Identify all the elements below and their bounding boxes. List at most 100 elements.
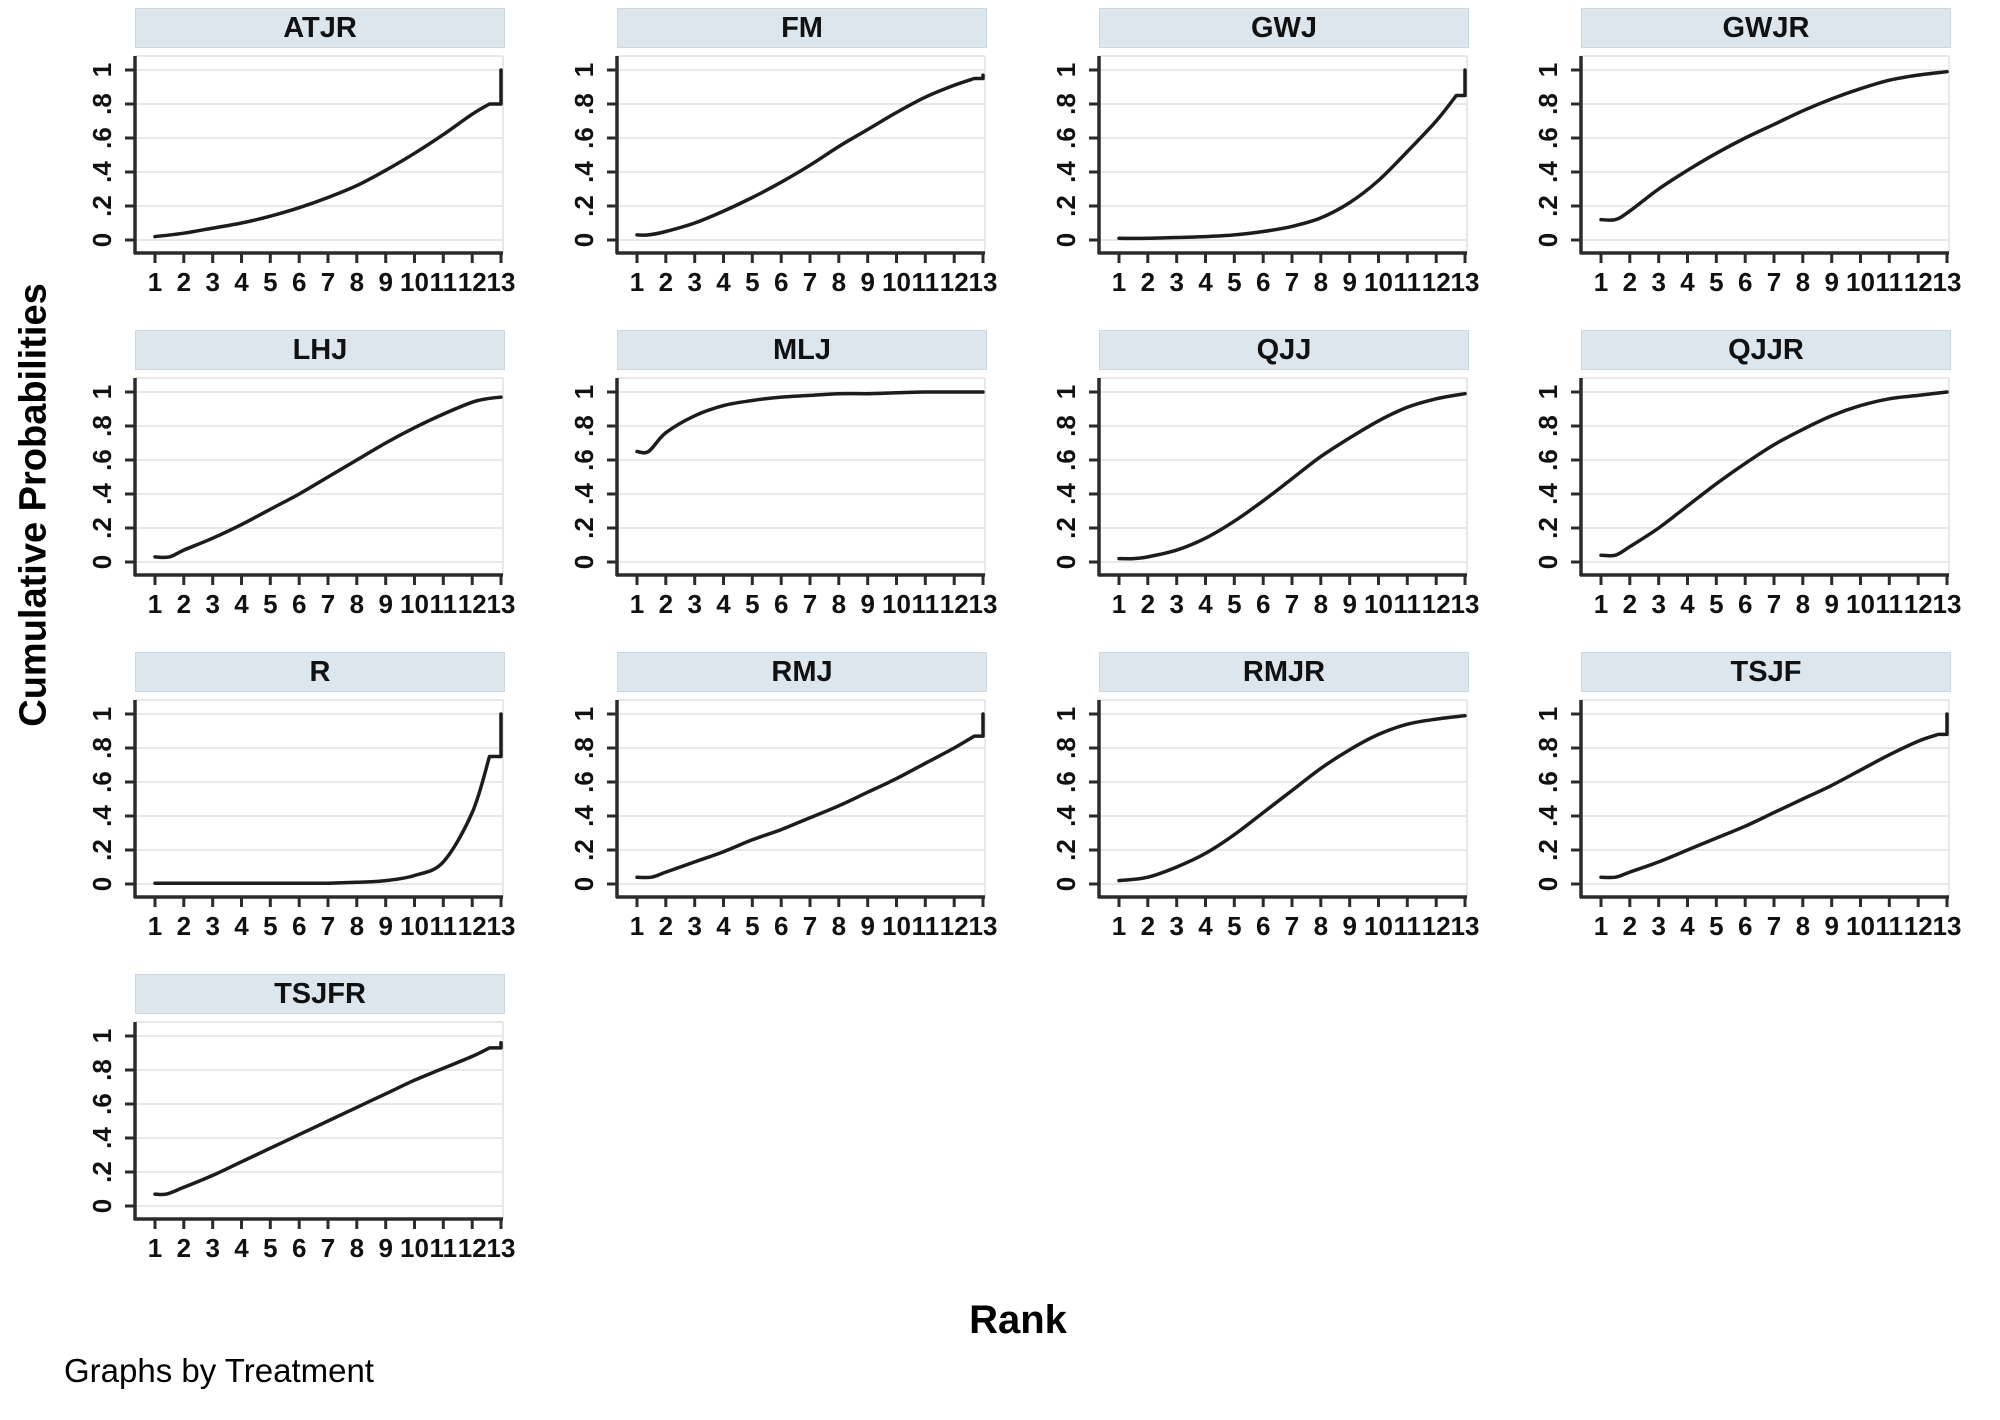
x-tick-label: 11 bbox=[430, 267, 458, 297]
x-tick-label: 1 bbox=[1594, 911, 1608, 941]
x-tick-label: 5 bbox=[263, 589, 277, 619]
probability-curve bbox=[1117, 713, 1467, 883]
x-tick-label: 9 bbox=[1342, 589, 1356, 619]
x-tick-label: 10 bbox=[400, 589, 429, 619]
panel-plot: 0.2.4.6.811 2 3 4 5 6 7 8 9 10 11 12 13 bbox=[1533, 699, 1961, 941]
x-tick-label: 5 bbox=[1227, 589, 1241, 619]
x-tick-label: 11 bbox=[1394, 589, 1422, 619]
x-tick-label: 6 bbox=[1738, 589, 1752, 619]
panel-title: TSJFR bbox=[135, 974, 505, 1014]
x-tick-label: 9 bbox=[1342, 267, 1356, 297]
x-tick-label: 4 bbox=[716, 267, 731, 297]
y-tick-label: .2 bbox=[87, 517, 117, 539]
y-tick-label: .4 bbox=[1051, 161, 1081, 183]
x-tick-label: 2 bbox=[177, 267, 191, 297]
probability-curve bbox=[153, 68, 503, 239]
chart-panel-LHJ: LHJ 0.2.4.6.8 1 1 2 3 4 5 6 7 8 9 10 11 12 13 bbox=[85, 330, 515, 622]
x-tick-label: 12 bbox=[458, 911, 487, 941]
panel-title: FM bbox=[617, 8, 987, 48]
y-tick-label: .6 bbox=[87, 449, 117, 471]
panel-title: QJJ bbox=[1099, 330, 1469, 370]
y-tick-label: .4 bbox=[569, 805, 599, 827]
x-tick-label: 4 bbox=[716, 589, 731, 619]
x-tick-label: 9 bbox=[860, 589, 874, 619]
x-tick-label: 1 bbox=[148, 1233, 162, 1263]
y-tick-label: 1 bbox=[87, 385, 117, 399]
y-tick-label: .2 bbox=[1533, 839, 1563, 861]
y-tick-label: .2 bbox=[1051, 839, 1081, 861]
x-tick-label: 9 bbox=[860, 267, 874, 297]
y-tick-label: .2 bbox=[87, 1161, 117, 1183]
panel-plot: 0.2.4.6.811 2 3 4 5 6 7 8 9 10 11 12 13 bbox=[1051, 377, 1479, 619]
y-tick-label: .2 bbox=[1051, 517, 1081, 539]
x-tick-label: 9 bbox=[1824, 267, 1838, 297]
y-tick-label: .2 bbox=[1533, 517, 1563, 539]
y-tick-label: 1 bbox=[569, 385, 599, 399]
panel-plot: 0.2.4.6.811 2 3 4 5 6 7 8 9 10 11 12 13 bbox=[1533, 55, 1961, 297]
y-tick-label: .6 bbox=[1533, 449, 1563, 471]
y-tick-label: .2 bbox=[1533, 195, 1563, 217]
x-tick-label: 12 bbox=[940, 911, 969, 941]
x-tick-label: 3 bbox=[687, 911, 701, 941]
y-tick-label: .8 bbox=[1533, 93, 1563, 115]
x-tick-label: 11 bbox=[1876, 911, 1904, 941]
chart-panel-R: R 0.2.4.6.8 1 1 2 3 4 5 6 7 8 9 10 11 12 13 bbox=[85, 652, 515, 944]
x-tick-label: 11 bbox=[430, 589, 458, 619]
x-tick-label: 12 bbox=[458, 267, 487, 297]
y-tick-label: .4 bbox=[1051, 483, 1081, 505]
y-tick-label: .6 bbox=[569, 449, 599, 471]
x-tick-label: 10 bbox=[882, 589, 911, 619]
x-tick-label: 7 bbox=[803, 267, 817, 297]
x-tick-label: 7 bbox=[1285, 911, 1299, 941]
x-tick-label: 10 bbox=[1846, 267, 1875, 297]
y-tick-label: .4 bbox=[569, 161, 599, 183]
chart-panel-TSJFR: TSJFR 0.2.4.6.8 1 1 2 3 4 5 6 7 8 9 10 11 12 13 bbox=[85, 974, 515, 1266]
x-tick-label: 13 bbox=[1451, 911, 1480, 941]
y-tick-label: .8 bbox=[1533, 415, 1563, 437]
x-tick-label: 8 bbox=[1796, 267, 1810, 297]
x-tick-label: 5 bbox=[1227, 267, 1241, 297]
x-tick-label: 6 bbox=[292, 911, 306, 941]
x-tick-label: 12 bbox=[940, 589, 969, 619]
panel-title: MLJ bbox=[617, 330, 987, 370]
y-tick-label: 0 bbox=[87, 1199, 117, 1213]
x-tick-label: 7 bbox=[803, 911, 817, 941]
x-tick-label: 5 bbox=[263, 1233, 277, 1263]
x-tick-label: 2 bbox=[177, 911, 191, 941]
x-tick-label: 12 bbox=[940, 267, 969, 297]
panel-title: QJJR bbox=[1581, 330, 1951, 370]
y-tick-label: 1 bbox=[569, 707, 599, 721]
x-tick-label: 6 bbox=[774, 589, 788, 619]
x-tick-label: 13 bbox=[969, 267, 998, 297]
small-multiples-grid: ATJR 0.2.4.6.8 1 1 2 3 4 5 6 7 8 9 10 11 12 13 FM 0.2.… bbox=[85, 8, 1961, 1266]
x-tick-label: 6 bbox=[1738, 911, 1752, 941]
x-tick-label: 2 bbox=[659, 267, 673, 297]
y-tick-label: .6 bbox=[87, 1093, 117, 1115]
x-tick-label: 1 bbox=[630, 589, 644, 619]
x-tick-label: 9 bbox=[378, 589, 392, 619]
x-tick-label: 4 bbox=[1198, 267, 1213, 297]
x-tick-label: 10 bbox=[1364, 911, 1393, 941]
x-tick-label: 7 bbox=[1285, 589, 1299, 619]
y-tick-label: .6 bbox=[1533, 771, 1563, 793]
x-tick-label: 5 bbox=[1227, 911, 1241, 941]
y-tick-label: 0 bbox=[569, 555, 599, 569]
x-tick-label: 10 bbox=[400, 267, 429, 297]
y-tick-label: .6 bbox=[569, 127, 599, 149]
x-tick-label: 12 bbox=[1422, 911, 1451, 941]
x-tick-label: 6 bbox=[1256, 267, 1270, 297]
y-tick-label: 1 bbox=[1051, 707, 1081, 721]
x-tick-label: 12 bbox=[1904, 267, 1933, 297]
probability-curve bbox=[153, 395, 503, 560]
x-tick-label: 2 bbox=[1623, 589, 1637, 619]
x-axis-title: Rank bbox=[969, 1298, 1067, 1342]
x-tick-label: 7 bbox=[1285, 267, 1299, 297]
x-tick-label: 12 bbox=[1422, 589, 1451, 619]
x-tick-label: 8 bbox=[1796, 589, 1810, 619]
x-tick-label: 13 bbox=[1451, 589, 1480, 619]
x-tick-label: 1 bbox=[1112, 589, 1126, 619]
x-tick-label: 4 bbox=[1680, 589, 1695, 619]
y-tick-label: 1 bbox=[569, 63, 599, 77]
y-tick-label: 0 bbox=[1051, 233, 1081, 247]
panel-title: R bbox=[135, 652, 505, 692]
